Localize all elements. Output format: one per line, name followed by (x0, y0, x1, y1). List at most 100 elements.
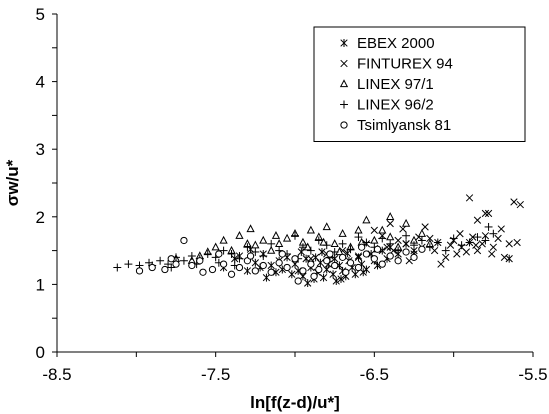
data-point (510, 198, 518, 206)
data-point (500, 253, 509, 262)
data-point (478, 240, 486, 248)
data-point (267, 239, 276, 248)
y-axis-title: σw/u* (3, 159, 22, 206)
data-point (291, 231, 299, 240)
marker-stroke (383, 243, 391, 251)
data-point (489, 229, 498, 238)
data-point (497, 225, 505, 233)
data-point (337, 275, 345, 283)
legend-marker (340, 121, 348, 129)
data-point (449, 234, 458, 243)
data-point (219, 235, 228, 244)
data-point (322, 241, 331, 250)
data-point (227, 250, 236, 258)
marker-stroke (488, 250, 496, 258)
data-point (484, 222, 493, 231)
data-point (338, 239, 347, 248)
data-point (203, 250, 212, 258)
data-point (246, 224, 255, 233)
data-point (235, 254, 244, 263)
data-point (326, 250, 334, 258)
data-point (473, 246, 482, 255)
series-tsimlyansk-81 (135, 236, 426, 285)
data-point (124, 260, 133, 269)
data-point (164, 260, 173, 269)
data-point (421, 223, 429, 231)
data-point (394, 257, 402, 265)
legend-item: EBEX 2000 (340, 35, 435, 52)
data-point (394, 246, 403, 255)
data-point (410, 241, 418, 250)
data-point (386, 219, 394, 228)
data-point (267, 261, 275, 270)
legend-marker (340, 100, 348, 109)
data-point (251, 247, 260, 256)
marker-stroke (442, 253, 450, 262)
x-axis-ticks: -8.5 -7.5 -6.5 -5.5 (42, 352, 548, 384)
data-point (362, 238, 371, 247)
marker-stroke (453, 250, 461, 258)
data-point (430, 246, 439, 255)
data-point (235, 263, 244, 272)
data-point (235, 231, 244, 239)
data-point (299, 267, 307, 275)
data-point (362, 215, 371, 224)
data-point (354, 252, 363, 260)
y-tick-label: 3 (36, 140, 45, 159)
data-point (251, 240, 260, 249)
data-point (505, 254, 513, 263)
data-point (135, 267, 144, 275)
data-point (354, 233, 363, 242)
x-axis-title: ln[f(z-d)/u*] (250, 393, 340, 412)
data-point (469, 233, 477, 241)
data-point (231, 254, 239, 263)
marker-stroke (484, 209, 493, 218)
data-point (386, 252, 394, 260)
marker-stroke (465, 194, 474, 202)
data-point (294, 277, 302, 285)
data-point (402, 248, 410, 256)
marker-stroke (478, 240, 486, 248)
data-point (271, 231, 281, 239)
marker-stroke (394, 236, 402, 245)
data-point (505, 240, 513, 248)
y-tick-label: 0 (36, 343, 45, 362)
data-point (418, 245, 426, 253)
data-point (319, 273, 328, 282)
legend-marker (340, 59, 348, 68)
marker-stroke (481, 209, 490, 218)
data-point (473, 216, 482, 224)
data-point (330, 239, 339, 247)
legend-label: FINTUREX 94 (357, 56, 453, 73)
marker-stroke (481, 232, 490, 240)
data-point (199, 268, 207, 276)
data-point (323, 265, 331, 274)
data-point (346, 245, 355, 254)
data-point (179, 256, 188, 265)
data-point (275, 259, 283, 267)
y-tick-label: 4 (36, 73, 45, 92)
data-point (307, 255, 315, 263)
data-point (219, 260, 228, 268)
data-point (373, 245, 382, 253)
marker-stroke (426, 234, 434, 243)
data-point (441, 246, 450, 255)
data-point (433, 238, 442, 247)
data-point (172, 260, 180, 268)
data-point (453, 250, 461, 258)
legend-item: LINEX 96/2 (340, 97, 434, 114)
data-point (227, 270, 236, 278)
data-point (402, 231, 411, 240)
data-point (267, 268, 275, 276)
marker-stroke (354, 252, 363, 260)
legend-label: EBEX 2000 (357, 35, 435, 52)
marker-stroke (505, 240, 513, 248)
data-point (167, 255, 175, 263)
data-point (329, 270, 337, 279)
data-point (338, 228, 347, 237)
x-tick-label: -7.5 (201, 365, 230, 384)
x-tick-label: -6.5 (360, 365, 389, 384)
legend: EBEX 2000 FINTUREX 94 LINEX 97/1 LINEX 96/2… (313, 26, 526, 142)
data-point (457, 241, 466, 250)
